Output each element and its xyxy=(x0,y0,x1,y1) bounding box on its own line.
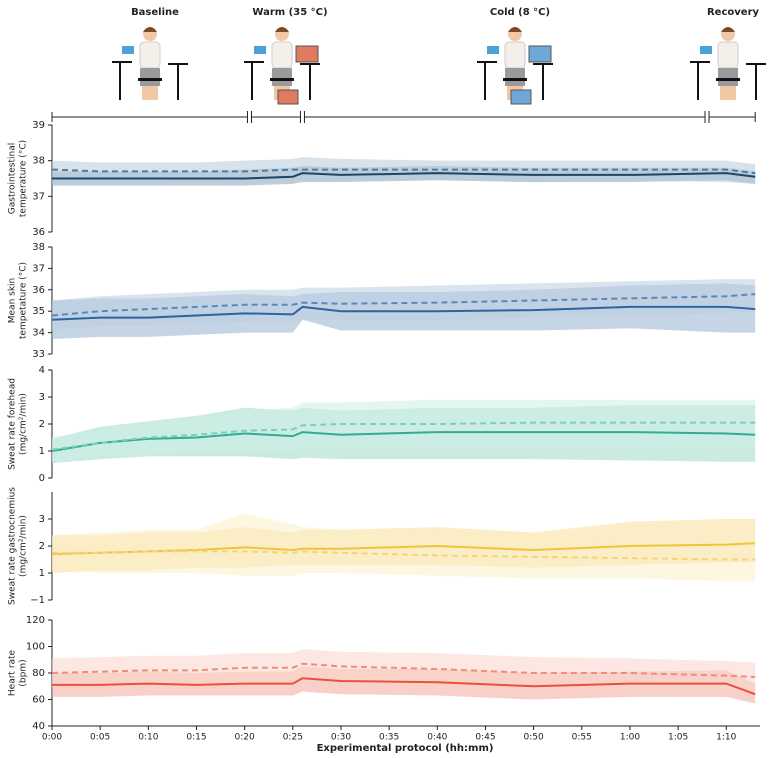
x-tick-label: 0:25 xyxy=(283,733,303,743)
y-axis-label: Sweat rate gastrocnemius xyxy=(8,487,18,605)
hair xyxy=(275,27,289,32)
y-axis-label: Sweat rate forehead xyxy=(8,378,18,470)
y-axis-label: Heart rate xyxy=(8,649,18,696)
shins xyxy=(142,86,158,100)
x-tick-label: 0:35 xyxy=(379,733,399,743)
y-tick-label: 60 xyxy=(32,695,45,706)
torso xyxy=(717,41,739,69)
y-tick-label: 40 xyxy=(32,721,45,732)
y-axis-label: (bpm) xyxy=(19,659,29,686)
x-tick-label: 0:15 xyxy=(186,733,206,743)
y-tick-label: 80 xyxy=(32,668,45,679)
torso xyxy=(139,41,161,69)
hair xyxy=(143,27,157,32)
x-axis-label: Experimental protocol (hh:mm) xyxy=(317,743,494,754)
band xyxy=(52,399,756,462)
chamber-inset xyxy=(277,89,299,105)
x-tick-label: 1:10 xyxy=(716,733,736,743)
chair xyxy=(716,78,740,81)
y-tick-label: 33 xyxy=(32,349,45,360)
y-axis-label: Gastrointestinal xyxy=(8,143,18,214)
hair xyxy=(721,27,735,32)
y-tick-label: 39 xyxy=(32,120,45,131)
x-tick-label: 0:05 xyxy=(90,733,110,743)
dashed-line xyxy=(51,662,756,678)
solid-line xyxy=(51,431,756,452)
chair xyxy=(138,78,162,81)
y-tick-label: 3 xyxy=(39,514,45,525)
band xyxy=(52,649,756,692)
y-axis-label: temperature (°C) xyxy=(19,140,29,217)
y-tick-label: 4 xyxy=(39,365,45,376)
device xyxy=(487,46,499,54)
y-axis-label: (mg/cm²/min) xyxy=(19,515,29,577)
illustration: Cold (8 °C) xyxy=(477,7,553,105)
phase-label: Cold (8 °C) xyxy=(490,7,550,18)
device xyxy=(122,46,134,54)
x-tick-label: 0:40 xyxy=(427,733,447,743)
phase-label: Baseline xyxy=(131,7,179,18)
y-tick-label: 37 xyxy=(32,191,45,202)
y-tick-label: 120 xyxy=(26,615,45,626)
phase-label: Warm (35 °C) xyxy=(252,7,327,18)
y-tick-label: 100 xyxy=(26,642,45,653)
y-tick-label: 3 xyxy=(39,392,45,403)
device xyxy=(254,46,266,54)
torso xyxy=(504,41,526,69)
x-tick-label: 0:45 xyxy=(475,733,495,743)
chair xyxy=(503,78,527,81)
dashed-line xyxy=(52,550,756,561)
y-axis-label: Mean skin xyxy=(8,278,18,324)
x-tick-label: 0:50 xyxy=(524,733,544,743)
x-tick-label: 0:20 xyxy=(235,733,255,743)
dashed-line xyxy=(51,421,756,451)
y-tick-label: 2 xyxy=(39,541,45,552)
hair xyxy=(508,27,522,32)
x-tick-label: 0:30 xyxy=(331,733,351,743)
y-tick-label: −1 xyxy=(30,595,45,606)
y-tick-label: 38 xyxy=(32,242,45,253)
legs xyxy=(272,68,292,86)
band xyxy=(52,279,756,331)
y-axis-label: tempetature (°C) xyxy=(19,262,29,339)
dashed-line xyxy=(51,293,756,317)
y-tick-label: 35 xyxy=(32,306,45,317)
y-tick-label: 0 xyxy=(39,473,45,484)
legs xyxy=(140,68,160,86)
chair xyxy=(270,78,294,81)
x-tick-label: 0:10 xyxy=(138,733,158,743)
chamber-inset xyxy=(528,45,552,63)
y-tick-label: 36 xyxy=(32,285,45,296)
solid-line xyxy=(51,305,756,321)
solid-line xyxy=(51,542,756,556)
y-axis-label: (mg/cm²/min) xyxy=(19,393,29,455)
illustration: Warm (35 °C) xyxy=(244,7,328,105)
dashed-line xyxy=(51,168,756,175)
device xyxy=(700,46,712,54)
phase-label: Recovery xyxy=(707,7,760,18)
y-tick-label: 36 xyxy=(32,227,45,238)
x-tick-label: 1:00 xyxy=(620,733,640,743)
illustration: Recovery xyxy=(690,7,766,100)
y-tick-label: 1 xyxy=(39,446,45,457)
x-tick-label: 0:00 xyxy=(42,733,62,743)
legs xyxy=(718,68,738,86)
y-tick-label: 38 xyxy=(32,156,45,167)
x-tick-label: 1:05 xyxy=(668,733,688,743)
chamber-inset xyxy=(295,45,319,63)
illustration: Baseline xyxy=(112,7,188,100)
shins xyxy=(720,86,736,100)
solid-line xyxy=(52,172,756,180)
y-tick-label: 1 xyxy=(39,568,45,579)
solid-line xyxy=(52,677,756,696)
x-tick-label: 0:55 xyxy=(572,733,592,743)
y-tick-label: 34 xyxy=(32,328,45,339)
chamber-inset xyxy=(510,89,532,105)
torso xyxy=(271,41,293,69)
y-tick-label: 37 xyxy=(32,263,45,274)
y-tick-label: 2 xyxy=(39,419,45,430)
legs xyxy=(505,68,525,86)
